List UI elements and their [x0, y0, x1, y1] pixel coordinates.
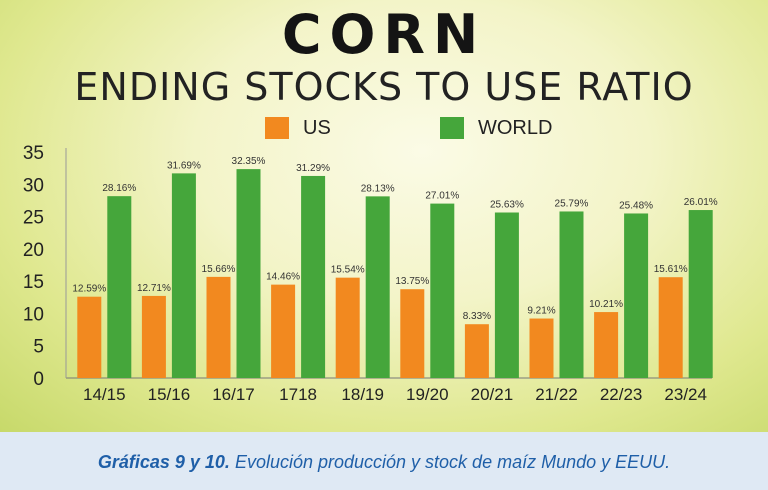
bar-us	[400, 289, 425, 378]
data-label-world: 28.13%	[361, 183, 395, 194]
data-label-world: 32.35%	[232, 156, 266, 167]
data-label-world: 27.01%	[425, 191, 459, 202]
y-tick-label: 20	[23, 240, 44, 261]
x-tick-label: 18/19	[341, 385, 384, 404]
bar-us	[529, 318, 554, 378]
legend-swatch-us	[265, 117, 289, 139]
y-tick-label: 5	[33, 337, 44, 358]
data-label-world: 31.69%	[167, 160, 201, 171]
y-tick-label: 10	[23, 304, 44, 325]
x-tick-label: 1718	[279, 385, 317, 404]
bar-us	[271, 284, 296, 378]
bar-us	[464, 324, 489, 378]
data-label-world: 28.16%	[102, 183, 136, 194]
x-tick-label: 15/16	[148, 385, 191, 404]
data-label-us: 13.75%	[395, 276, 429, 287]
data-label-us: 10.21%	[589, 299, 623, 310]
bar-us	[206, 276, 231, 378]
bar-us	[141, 295, 166, 378]
bar-world	[301, 175, 326, 378]
legend-label-us: US	[303, 116, 331, 139]
y-tick-label: 0	[33, 369, 44, 390]
data-label-world: 31.29%	[296, 163, 330, 174]
y-tick-label: 35	[23, 143, 44, 164]
x-tick-label: 16/17	[212, 385, 255, 404]
data-label-world: 25.79%	[555, 198, 589, 209]
legend-label-world: WORLD	[478, 116, 553, 139]
chart-subtitle: ENDING STOCKS TO USE RATIO	[74, 65, 694, 109]
caption-text: Evolución producción y stock de maíz Mun…	[229, 452, 671, 472]
bar-us	[594, 312, 619, 378]
data-label-us: 15.54%	[331, 265, 365, 276]
data-label-us: 15.66%	[202, 264, 236, 275]
data-label-world: 26.01%	[684, 197, 718, 208]
bar-world	[430, 203, 455, 378]
figure-caption: Gráficas 9 y 10. Evolución producción y …	[0, 448, 768, 476]
data-label-world: 25.48%	[619, 200, 653, 211]
x-tick-label: 14/15	[83, 385, 126, 404]
y-tick-label: 15	[23, 272, 44, 293]
bar-world	[494, 212, 519, 378]
legend-item-world: WORLD	[440, 117, 552, 139]
bar-world	[171, 173, 196, 378]
data-label-us: 9.21%	[527, 306, 555, 317]
x-tick-label: 21/22	[535, 385, 578, 404]
bar-us	[658, 277, 683, 378]
chart-title: CORN	[281, 3, 487, 66]
bar-world	[107, 196, 132, 378]
bar-world	[624, 213, 649, 378]
y-tick-label: 30	[23, 175, 44, 196]
chart-figure: CORN ENDING STOCKS TO USE RATIO US WORLD…	[0, 0, 768, 432]
data-label-us: 14.46%	[266, 272, 300, 283]
bar-us	[335, 277, 360, 378]
y-tick-label: 25	[23, 208, 44, 229]
data-label-us: 8.33%	[463, 311, 491, 322]
data-label-us: 15.61%	[654, 264, 688, 275]
x-tick-label: 20/21	[471, 385, 514, 404]
bar-world	[236, 169, 261, 378]
caption-bold: Gráficas 9 y 10.	[97, 452, 230, 472]
x-tick-label: 23/24	[664, 385, 707, 404]
data-label-us: 12.59%	[72, 284, 106, 295]
bar-world	[688, 210, 713, 378]
bar-world	[559, 211, 584, 378]
bar-us	[77, 296, 102, 378]
x-tick-label: 19/20	[406, 385, 449, 404]
data-label-world: 25.63%	[490, 200, 524, 211]
legend-item-us: US	[265, 117, 331, 139]
legend-swatch-world	[440, 117, 464, 139]
data-label-us: 12.71%	[137, 283, 171, 294]
x-tick-label: 22/23	[600, 385, 643, 404]
chart-plot: 0 5 10 15 20 25 30 35 12.59% 28.16% 14/15 12.71% 31.…	[23, 143, 718, 404]
bar-world	[365, 196, 390, 378]
